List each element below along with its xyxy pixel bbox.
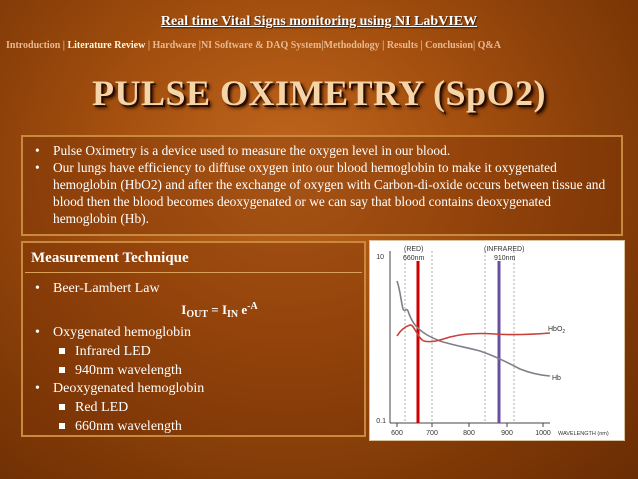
nav-separator: | [382,40,385,51]
formula-rhs-sub: IN [227,309,239,320]
oxygenated-item: Infrared LED [57,342,358,361]
ir-band-label: (INFRARED) [484,246,524,253]
measurement-list: Beer-Lambert Law [31,280,358,298]
oxygenated-list: Oxygenated hemoglobin [31,324,358,342]
formula-equals: = [208,302,222,317]
nav-item-results[interactable]: Results [386,40,418,51]
nav-separator: | [62,40,65,51]
red-band-label: (RED) [404,246,423,253]
x-tick-label: 900 [501,430,513,437]
x-tick-label: 600 [391,430,403,437]
nav-item-literature-review[interactable]: Literature Review [67,40,146,51]
measurement-law: Beer-Lambert Law [31,280,358,298]
hb-label: Hb [552,375,561,382]
nav-separator: | [420,40,423,51]
formula-exp-base: e [238,302,248,317]
intro-bullet: Our lungs have efficiency to diffuse oxy… [31,159,613,227]
oxygenated-sublist: Infrared LED 940nm wavelength [31,342,358,380]
red-band-nm: 660nm [403,255,425,262]
nav-separator: | [472,40,476,51]
formula-lhs-sub: OUT [186,309,209,320]
y-bottom-label: 0.1 [376,418,386,425]
deoxygenated-item: Red LED [57,398,358,417]
absorption-graph-svg: 10 0.1 (RED) 660nm (INFRARED) 910nm HbO2… [376,246,609,437]
y-top-label: 10 [376,254,384,261]
hbo2-curve [396,324,551,343]
nav-separator: | [147,40,151,51]
nav-item-qa[interactable]: Q&A [477,40,501,51]
nav-item-conclusion[interactable]: Conclusion [425,40,473,51]
x-axis-label: WAVELENGTH (nm) [558,431,609,437]
x-tick-label: 700 [426,430,438,437]
nav-item-introduction[interactable]: Introduction [6,40,61,51]
measurement-heading: Measurement Technique [25,250,362,273]
oxygenated-item: 940nm wavelength [57,361,358,380]
hbo2-label: HbO2 [548,326,565,335]
ir-band-nm: 910nm [494,255,516,262]
nav-separator: | [198,40,201,51]
section-navbar: Introduction | Literature Review | Hardw… [6,40,636,51]
nav-separator: | [321,40,324,51]
deoxygenated-list: Deoxygenated hemoglobin [31,380,358,398]
nav-item-hardware[interactable]: Hardware [152,40,197,51]
formula-exp-power: -A [247,301,258,312]
deoxygenated-label: Deoxygenated hemoglobin [31,380,358,398]
hb-curve [396,280,551,377]
x-tick-label: 1000 [535,430,551,437]
measurement-box: Measurement Technique Beer-Lambert Law I… [21,241,366,437]
deoxygenated-item: 660nm wavelength [57,417,358,436]
nav-item-ni-software[interactable]: NI Software & DAQ System [200,40,322,51]
oxygenated-label: Oxygenated hemoglobin [31,324,358,342]
deoxygenated-sublist: Red LED 660nm wavelength [31,398,358,436]
x-tick-label: 800 [463,430,475,437]
absorption-graph: 10 0.1 (RED) 660nm (INFRARED) 910nm HbO2… [369,240,625,441]
presentation-title: Real time Vital Signs monitoring using N… [160,14,478,29]
formula-rhs: I [221,302,227,317]
intro-box: Pulse Oximetry is a device used to measu… [21,135,623,236]
intro-bullet-list: Pulse Oximetry is a device used to measu… [31,142,613,227]
intro-bullet: Pulse Oximetry is a device used to measu… [31,142,613,159]
formula-lhs: I [181,302,187,317]
nav-item-methodology[interactable]: Methodology [323,40,380,51]
slide-title: PULSE OXIMETRY (SpO2) [92,73,546,113]
beer-lambert-formula: IOUT = IIN e-A [31,298,358,324]
